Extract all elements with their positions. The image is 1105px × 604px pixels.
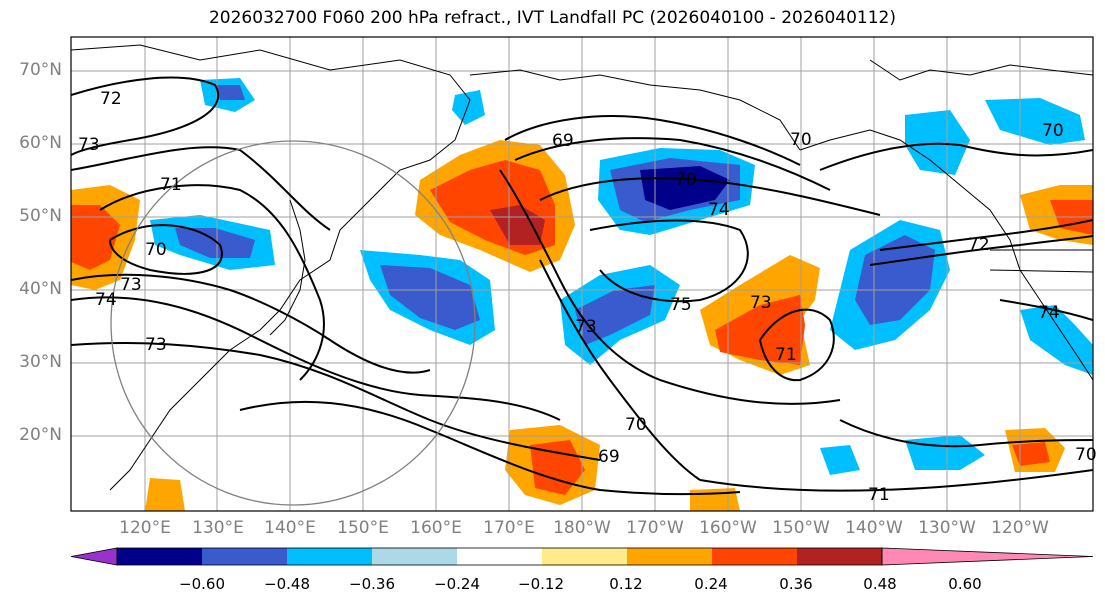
colorbar-segment: [542, 548, 627, 565]
negative-anomaly-region: [215, 85, 245, 100]
contour-label: 73: [145, 335, 167, 355]
region-circle: [110, 140, 476, 506]
contour-label: 71: [160, 175, 182, 195]
contour-label: 71: [775, 345, 797, 365]
colorbar-tick-label: −0.12: [518, 575, 564, 593]
contour-label: 73: [575, 317, 597, 337]
contour-label: 73: [78, 135, 100, 155]
contour-label: 70: [790, 130, 812, 150]
contour-label: 74: [1038, 303, 1060, 323]
positive-anomaly-region: [690, 488, 740, 511]
negative-anomaly-region: [452, 90, 485, 125]
negative-anomaly-region: [175, 228, 255, 258]
map-frame: [70, 36, 1094, 512]
positive-anomaly-region: [530, 440, 585, 495]
contour-label: 70: [1042, 121, 1064, 141]
negative-anomaly-region: [820, 445, 860, 475]
negative-anomaly-region: [640, 166, 730, 210]
negative-anomaly-region: [380, 265, 480, 330]
longitude-label: 130°E: [192, 518, 244, 538]
contour-label: 73: [750, 293, 772, 313]
longitude-label: 160°W: [699, 518, 757, 538]
colorbar-segment: [797, 548, 882, 565]
contour-label: 69: [598, 447, 620, 467]
longitude-label: 170°W: [626, 518, 684, 538]
latitude-label: 70°N: [19, 60, 62, 80]
colorbar-segment: [712, 548, 797, 565]
colorbar-extend-left: [70, 547, 118, 566]
latitude-label: 30°N: [19, 352, 62, 372]
longitude-label: 140°E: [264, 518, 316, 538]
longitude-label: 150°E: [337, 518, 389, 538]
colorbar-tick-label: −0.60: [179, 575, 225, 593]
colorbar: [70, 547, 1094, 566]
negative-anomaly-region: [985, 98, 1085, 145]
colorbar-tick-label: 0.48: [863, 575, 897, 593]
colorbar-tick-label: 0.36: [779, 575, 813, 593]
contour-label: 72: [100, 89, 122, 109]
positive-anomaly-region: [71, 205, 120, 270]
positive-anomaly-region: [1012, 442, 1050, 466]
colorbar-frame: [116, 547, 883, 566]
latitude-label: 20°N: [19, 425, 62, 445]
latitude-label: 40°N: [19, 279, 62, 299]
contour-label: 70: [1075, 445, 1097, 465]
contour-label: 74: [95, 290, 117, 310]
colorbar-tick-label: 0.24: [694, 575, 728, 593]
longitude-label: 130°W: [918, 518, 976, 538]
longitude-label: 170°E: [483, 518, 535, 538]
colorbar-segment: [117, 548, 202, 565]
colorbar-segment: [287, 548, 372, 565]
colorbar-tick-label: −0.36: [349, 575, 395, 593]
contour-label: 73: [120, 275, 142, 295]
longitude-label: 160°E: [410, 518, 462, 538]
colorbar-tick-label: −0.24: [434, 575, 480, 593]
colorbar-tick-label: −0.48: [264, 575, 310, 593]
contour-label: 70: [145, 240, 167, 260]
longitude-label: 120°W: [991, 518, 1049, 538]
map-title: 2026032700 F060 200 hPa refract., IVT La…: [208, 8, 896, 28]
negative-anomaly-region: [855, 235, 935, 325]
positive-anomaly-region: [145, 478, 185, 511]
longitude-label: 120°E: [119, 518, 171, 538]
negative-anomaly-region: [1020, 305, 1093, 375]
longitude-label: 180°W: [553, 518, 611, 538]
negative-anomaly-region: [575, 285, 655, 345]
contour-label: 70: [675, 170, 697, 190]
longitude-label: 150°W: [772, 518, 830, 538]
positive-anomaly-region: [715, 295, 805, 365]
colorbar-segment: [627, 548, 712, 565]
longitude-label: 140°W: [845, 518, 903, 538]
contour-label: 75: [670, 295, 692, 315]
latitude-label: 60°N: [19, 133, 62, 153]
contour-label-group: 72 73 71 70 74 73 73 69 70 74 73 75 73 7…: [78, 89, 1097, 505]
negative-anomaly-region: [905, 435, 985, 470]
colorbar-segment: [457, 548, 542, 565]
colorbar-segment: [202, 548, 287, 565]
refractivity-contours: [71, 76, 1093, 496]
colorbar-tick-label: 0.60: [948, 575, 982, 593]
contour-label: 70: [625, 415, 647, 435]
contour-label: 74: [708, 200, 730, 220]
contour-label: 72: [968, 235, 990, 255]
contour-label: 71: [868, 485, 890, 505]
positive-anomaly-region: [490, 205, 545, 245]
coastlines: [71, 44, 1093, 491]
colorbar-segment: [372, 548, 457, 565]
contour-label: 69: [552, 131, 574, 151]
colorbar-extend-right: [881, 547, 1094, 566]
negative-anomaly-region: [905, 110, 970, 175]
latitude-label: 50°N: [19, 206, 62, 226]
colorbar-tick-label: 0.12: [609, 575, 643, 593]
